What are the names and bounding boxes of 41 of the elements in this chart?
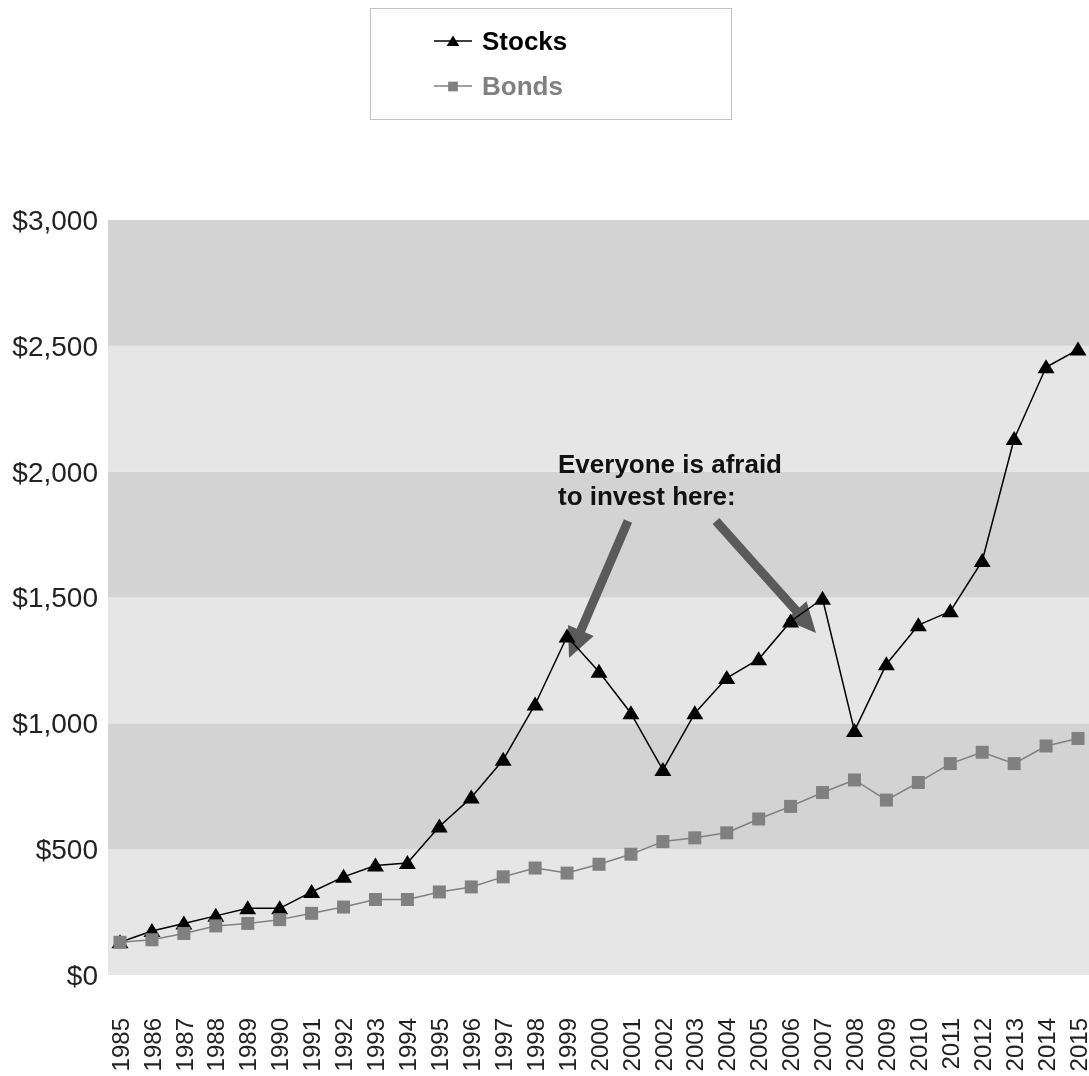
x-tick-label: 2004	[713, 1018, 741, 1072]
x-tick-label: 1991	[298, 1018, 326, 1072]
x-tick-label: 2009	[873, 1018, 901, 1072]
x-tick-label: 2002	[649, 1018, 677, 1072]
x-tick-label: 1993	[362, 1018, 390, 1072]
x-tick-label: 1989	[234, 1018, 262, 1072]
y-tick-label: $500	[35, 834, 98, 866]
x-tick-label: 1997	[489, 1018, 517, 1072]
legend-label: Bonds	[482, 70, 563, 101]
x-tick-label: 2013	[1000, 1018, 1028, 1072]
legend-label: Stocks	[482, 25, 568, 56]
x-tick-label: 2008	[841, 1018, 869, 1072]
y-tick-label: $1,000	[12, 708, 98, 740]
x-tick-label: 1985	[106, 1018, 134, 1072]
x-tick-label: 1998	[521, 1018, 549, 1072]
x-tick-label: 2015	[1064, 1018, 1089, 1072]
x-tick-label: 2007	[809, 1018, 837, 1072]
x-tick-label: 2012	[968, 1018, 996, 1072]
x-tick-label: 1990	[266, 1018, 294, 1072]
x-tick-label: 1996	[457, 1018, 485, 1072]
x-tick-label: 2000	[585, 1018, 613, 1072]
y-tick-label: $0	[66, 959, 98, 991]
x-tick-label: 2005	[745, 1018, 773, 1072]
x-tick-label: 2011	[936, 1018, 964, 1070]
x-tick-label: 2003	[681, 1018, 709, 1072]
y-tick-label: $1,500	[12, 582, 98, 614]
x-tick-label: 2006	[777, 1018, 805, 1072]
y-tick-label: $2,500	[12, 330, 98, 362]
x-tick-label: 1995	[425, 1018, 453, 1072]
x-tick-label: 1988	[202, 1018, 230, 1072]
x-tick-label: 2014	[1032, 1018, 1060, 1072]
x-tick-label: 1986	[138, 1018, 166, 1072]
x-tick-label: 2001	[617, 1018, 645, 1072]
x-tick-label: 1987	[170, 1018, 198, 1072]
x-tick-label: 2010	[904, 1018, 932, 1072]
x-tick-label: 1992	[330, 1018, 358, 1072]
annotation: Everyone is afraid to invest here:	[558, 448, 782, 512]
x-tick-label: 1994	[394, 1018, 422, 1072]
x-tick-label: 1999	[553, 1018, 581, 1072]
y-tick-label: $3,000	[12, 204, 98, 236]
y-tick-label: $2,000	[12, 456, 98, 488]
